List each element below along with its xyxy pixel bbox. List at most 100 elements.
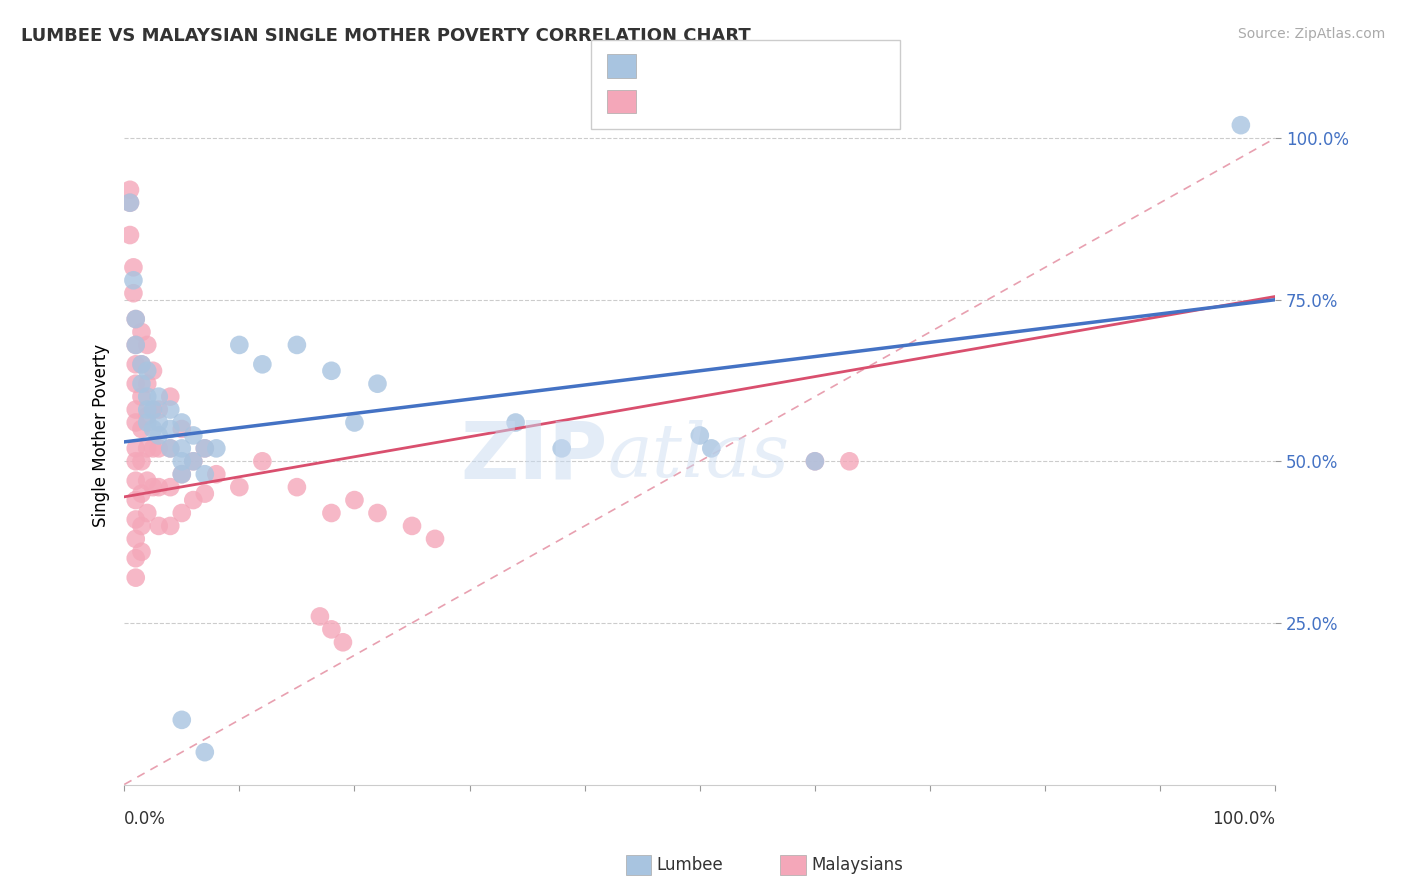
- Point: [181, 454, 204, 468]
- Point: [181, 493, 204, 508]
- Point: [118, 195, 141, 210]
- Point: [159, 442, 181, 456]
- Point: [148, 390, 170, 404]
- Text: Source: ZipAtlas.com: Source: ZipAtlas.com: [1237, 27, 1385, 41]
- Point: [131, 422, 153, 436]
- Text: LUMBEE VS MALAYSIAN SINGLE MOTHER POVERTY CORRELATION CHART: LUMBEE VS MALAYSIAN SINGLE MOTHER POVERT…: [21, 27, 751, 45]
- Point: [285, 480, 308, 494]
- Point: [159, 390, 181, 404]
- Point: [136, 338, 159, 352]
- Point: [170, 467, 193, 482]
- Point: [401, 519, 423, 533]
- Point: [159, 519, 181, 533]
- Point: [136, 442, 159, 456]
- Point: [122, 260, 145, 275]
- Point: [136, 474, 159, 488]
- Point: [142, 480, 165, 494]
- Text: ZIP: ZIP: [461, 417, 607, 495]
- Point: [136, 364, 159, 378]
- Point: [194, 486, 217, 500]
- Point: [142, 442, 165, 456]
- Point: [142, 364, 165, 378]
- Point: [122, 273, 145, 287]
- Point: [252, 357, 274, 371]
- Point: [125, 442, 148, 456]
- Point: [136, 409, 159, 423]
- Point: [321, 364, 343, 378]
- Point: [159, 480, 181, 494]
- Point: [125, 493, 148, 508]
- Point: [194, 467, 217, 482]
- Point: [309, 609, 332, 624]
- Text: 0.0%: 0.0%: [124, 810, 166, 829]
- Text: 0.221: 0.221: [681, 56, 733, 74]
- Point: [181, 454, 204, 468]
- Text: Lumbee: Lumbee: [657, 856, 723, 874]
- Point: [148, 519, 170, 533]
- Point: [131, 486, 153, 500]
- Point: [366, 376, 388, 391]
- Point: [125, 454, 148, 468]
- Point: [343, 416, 366, 430]
- Point: [118, 183, 141, 197]
- Point: [170, 713, 193, 727]
- Point: [332, 635, 354, 649]
- Point: [118, 227, 141, 242]
- Point: [125, 338, 148, 352]
- Y-axis label: Single Mother Poverty: Single Mother Poverty: [93, 344, 110, 527]
- Text: 39: 39: [769, 56, 793, 74]
- Point: [366, 506, 388, 520]
- Point: [285, 338, 308, 352]
- Point: [118, 195, 141, 210]
- Point: [194, 442, 217, 456]
- Point: [131, 545, 153, 559]
- Text: atlas: atlas: [607, 420, 790, 492]
- Point: [343, 493, 366, 508]
- Point: [125, 551, 148, 566]
- Point: [194, 745, 217, 759]
- Point: [131, 325, 153, 339]
- Point: [136, 376, 159, 391]
- Point: [125, 402, 148, 417]
- Point: [125, 312, 148, 326]
- Point: [136, 402, 159, 417]
- Point: [148, 442, 170, 456]
- Point: [170, 442, 193, 456]
- Point: [321, 623, 343, 637]
- Point: [131, 454, 153, 468]
- Point: [148, 480, 170, 494]
- Point: [125, 474, 148, 488]
- Point: [125, 338, 148, 352]
- Point: [136, 390, 159, 404]
- Point: [125, 532, 148, 546]
- Point: [125, 512, 148, 526]
- Point: [131, 519, 153, 533]
- Point: [689, 428, 711, 442]
- Text: 0.136: 0.136: [681, 92, 733, 110]
- Point: [125, 571, 148, 585]
- Text: R =: R =: [644, 56, 681, 74]
- Point: [136, 416, 159, 430]
- Point: [159, 402, 181, 417]
- Point: [148, 402, 170, 417]
- Point: [131, 357, 153, 371]
- Point: [804, 454, 827, 468]
- Point: [131, 357, 153, 371]
- Point: [170, 454, 193, 468]
- Point: [228, 480, 250, 494]
- Point: [159, 442, 181, 456]
- Text: N =: N =: [737, 56, 773, 74]
- Point: [505, 416, 527, 430]
- Point: [125, 357, 148, 371]
- Point: [181, 428, 204, 442]
- Point: [131, 376, 153, 391]
- Text: 100.0%: 100.0%: [1212, 810, 1275, 829]
- Point: [136, 506, 159, 520]
- Point: [423, 532, 446, 546]
- Text: Malaysians: Malaysians: [811, 856, 903, 874]
- Text: 66: 66: [769, 92, 792, 110]
- Point: [205, 442, 228, 456]
- Point: [321, 506, 343, 520]
- Point: [142, 402, 165, 417]
- Point: [1230, 118, 1253, 132]
